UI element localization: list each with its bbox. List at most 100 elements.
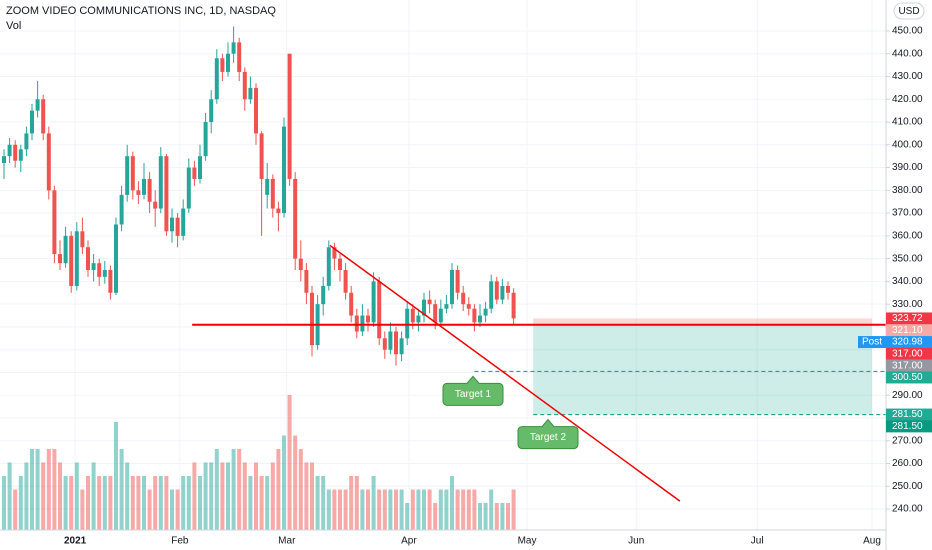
price-label-bg — [886, 347, 932, 360]
candle-body — [427, 299, 432, 305]
y-tick-label: 250.00 — [892, 481, 923, 492]
volume-bar — [46, 449, 51, 530]
volume-bar — [293, 435, 298, 530]
price-label: 320.98 — [892, 337, 923, 348]
volume-bar — [147, 489, 152, 530]
target-callout — [517, 418, 579, 450]
candle-body — [265, 178, 270, 195]
candle-body — [472, 308, 477, 323]
volume-bar — [203, 462, 208, 530]
candle-body — [366, 315, 370, 323]
volume-bar — [321, 476, 326, 530]
candle-body — [354, 315, 359, 332]
candle-body — [52, 190, 57, 255]
candle-body — [69, 235, 74, 286]
x-tick-label: Apr — [401, 536, 417, 547]
y-tick-label: 440.00 — [892, 48, 923, 59]
volume-bar — [343, 489, 348, 530]
x-tick-label: Mar — [278, 536, 296, 547]
candle-body — [304, 270, 309, 293]
volume-bar — [349, 476, 354, 530]
candle-body — [377, 281, 382, 339]
candle-body — [164, 156, 169, 232]
target-callout — [442, 375, 504, 406]
grid — [0, 0, 886, 530]
volume-bar — [298, 449, 303, 530]
candle-body — [114, 224, 118, 293]
candle-body — [287, 53, 292, 179]
candle-body — [338, 258, 342, 271]
volume-bar — [354, 476, 359, 530]
candle-body — [108, 270, 113, 293]
candle-body — [74, 231, 79, 286]
candle-body — [102, 270, 107, 277]
volume — [2, 395, 516, 530]
candle-body — [422, 299, 426, 316]
y-tick-label: 430.00 — [892, 71, 923, 82]
price-tag: Post — [862, 337, 882, 348]
volume-bar — [181, 476, 186, 530]
volume-bar — [433, 503, 438, 530]
volume-bar — [108, 476, 113, 530]
volume-label: Vol — [6, 20, 21, 32]
candle-body — [382, 338, 387, 350]
volume-bar — [63, 476, 68, 530]
volume-bar — [52, 449, 57, 530]
volume-bar — [366, 489, 370, 530]
candle-body — [136, 190, 141, 195]
y-tick-label: 380.00 — [892, 185, 923, 196]
volume-bar — [450, 476, 454, 530]
volume-bar — [248, 476, 253, 530]
target-label: Target 1 — [455, 389, 492, 400]
volume-bar — [142, 476, 146, 530]
y-tick-label: 270.00 — [892, 435, 923, 446]
price-label: 317.00 — [892, 348, 923, 359]
candle-body — [461, 292, 466, 305]
y-tick-label: 420.00 — [892, 94, 923, 105]
y-tick-label: 350.00 — [892, 253, 923, 264]
candle-body — [198, 156, 202, 179]
candle-body — [394, 331, 398, 355]
candle-body — [231, 42, 236, 54]
currency-button[interactable] — [893, 2, 925, 20]
volume-bar — [41, 462, 46, 530]
candle-body — [438, 308, 443, 323]
volume-bar — [242, 462, 247, 530]
candle-body — [242, 71, 247, 100]
volume-bar — [326, 489, 331, 530]
volume-bar — [198, 476, 202, 530]
price-label-bg — [886, 420, 932, 433]
candle-body — [147, 178, 152, 202]
volume-bar — [276, 449, 281, 530]
volume-bar — [69, 476, 74, 530]
volume-bar — [489, 489, 494, 530]
candle-body — [388, 331, 393, 350]
candle-body — [214, 58, 219, 100]
volume-bar — [24, 462, 29, 530]
candle-body — [13, 144, 18, 161]
volume-bar — [416, 489, 421, 530]
candle-body — [276, 208, 281, 214]
volume-bar — [164, 476, 169, 530]
volume-bar — [444, 489, 449, 530]
candle-body — [35, 99, 40, 111]
chart-title: ZOOM VIDEO COMMUNICATIONS INC, 1D, NASDA… — [6, 5, 276, 17]
candle-body — [18, 149, 23, 161]
volume-bar — [399, 489, 404, 530]
candle-body — [506, 285, 510, 293]
candle-body — [444, 304, 449, 309]
currency[interactable]: USD — [898, 6, 919, 17]
candle-body — [343, 270, 348, 293]
candle-body — [46, 133, 51, 191]
y-tick-label: 450.00 — [892, 26, 923, 37]
volume-bar — [332, 489, 337, 530]
volume-bar — [483, 503, 488, 530]
stop-zone — [533, 318, 872, 325]
volume-bar — [270, 462, 275, 530]
volume-bar — [422, 489, 426, 530]
y-tick-label: 340.00 — [892, 276, 923, 287]
candle-body — [2, 156, 6, 164]
volume-bar — [30, 449, 34, 530]
candle-body — [158, 156, 163, 209]
volume-bar — [438, 489, 443, 530]
